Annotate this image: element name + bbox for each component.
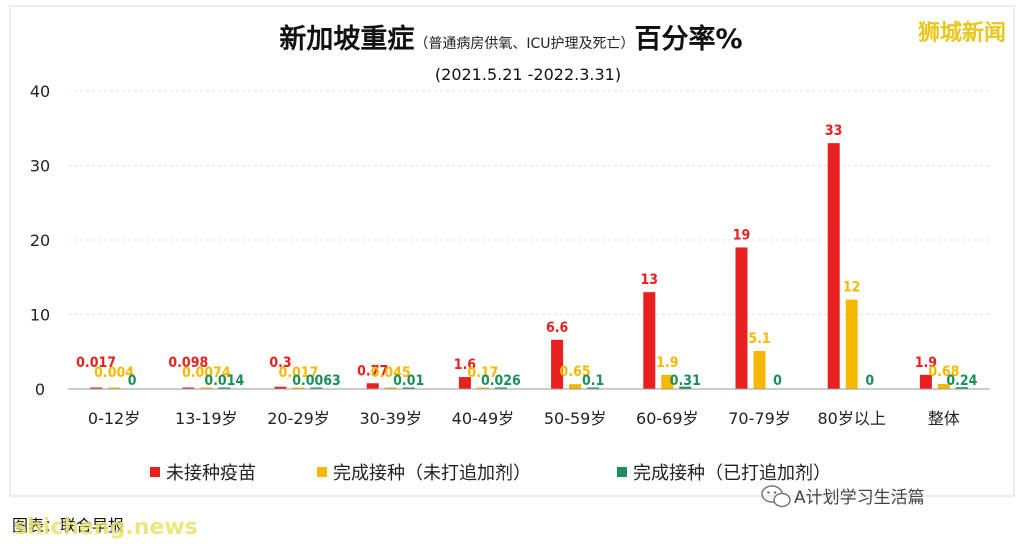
value-label: 0.1 bbox=[582, 373, 604, 389]
bar bbox=[366, 383, 379, 389]
bar bbox=[310, 387, 323, 389]
title-suffix: 百分率% bbox=[635, 23, 743, 55]
value-label: 19 bbox=[733, 227, 751, 243]
x-tick-label: 40-49岁 bbox=[452, 409, 515, 428]
bar bbox=[679, 386, 692, 389]
x-tick-label: 50-59岁 bbox=[544, 409, 607, 428]
y-tick-label: 0 bbox=[35, 380, 45, 399]
value-label: 33 bbox=[825, 123, 843, 139]
chart-title: 新加坡重症（普通病房供氧、ICU护理及死亡）百分率% bbox=[279, 23, 742, 55]
title-paren: （普通病房供氧、ICU护理及死亡） bbox=[414, 36, 634, 52]
value-label: 0.098 bbox=[168, 355, 208, 371]
value-label: 0.045 bbox=[371, 365, 411, 381]
wechat-icon bbox=[761, 485, 791, 508]
bar bbox=[551, 339, 564, 389]
x-tick-label: 60-69岁 bbox=[636, 409, 699, 428]
bar bbox=[569, 384, 582, 389]
bar bbox=[108, 387, 121, 389]
bar bbox=[218, 387, 231, 389]
x-tick-label: 80岁以上 bbox=[818, 409, 886, 428]
bar bbox=[753, 351, 766, 389]
chart-border bbox=[9, 5, 1015, 497]
x-axis: 0-12岁 13-19岁 20-29岁 30-39岁 40-49岁 50-59岁 60-69… bbox=[68, 388, 990, 428]
bar bbox=[955, 387, 968, 389]
y-tick-label: 10 bbox=[30, 306, 50, 325]
chart-source: 图表：联合早报 bbox=[12, 516, 124, 535]
value-label: 0.01 bbox=[393, 373, 424, 389]
value-label: 1.6 bbox=[454, 357, 477, 373]
value-label: 0 bbox=[865, 373, 874, 389]
value-label: 6.6 bbox=[546, 320, 569, 336]
bar bbox=[384, 387, 397, 389]
bars bbox=[90, 143, 968, 389]
value-label: 0.65 bbox=[560, 364, 591, 380]
wechat-attribution: A计划学习生活篇 bbox=[761, 485, 925, 508]
value-label: 0 bbox=[128, 373, 137, 389]
bar bbox=[919, 374, 932, 389]
bar bbox=[587, 387, 600, 389]
value-label: 1.9 bbox=[915, 355, 937, 371]
y-tick-label: 30 bbox=[30, 157, 50, 176]
bar bbox=[827, 143, 840, 389]
bar bbox=[274, 386, 287, 389]
legend-swatch-no-booster bbox=[317, 467, 327, 477]
bar bbox=[643, 292, 656, 389]
title-main: 新加坡重症 bbox=[279, 23, 414, 55]
value-label: 0.017 bbox=[279, 365, 319, 381]
x-tick-label: 70-79岁 bbox=[728, 409, 791, 428]
legend-label-unvaccinated: 未接种疫苗 bbox=[166, 463, 256, 484]
value-label: 0.0063 bbox=[292, 373, 341, 389]
bar bbox=[90, 387, 103, 389]
value-label: 0.31 bbox=[670, 373, 701, 389]
source-watermark: shicheng.news bbox=[14, 515, 198, 540]
legend: 未接种疫苗 完成接种（未打追加剂） 完成接种（已打追加剂） bbox=[150, 463, 831, 484]
bar bbox=[292, 387, 305, 389]
bar bbox=[494, 387, 507, 389]
value-label: 13 bbox=[641, 272, 659, 288]
value-label: 0.0074 bbox=[182, 365, 231, 381]
value-label: 0.77 bbox=[357, 363, 388, 379]
bar bbox=[458, 377, 471, 389]
y-tick-label: 20 bbox=[30, 231, 50, 250]
legend-swatch-booster bbox=[617, 467, 627, 477]
legend-label-booster: 完成接种（已打追加剂） bbox=[633, 463, 831, 484]
value-label: 0.68 bbox=[928, 364, 959, 380]
y-tick-label: 40 bbox=[30, 82, 50, 101]
bar bbox=[735, 247, 748, 389]
wechat-label: A计划学习生活篇 bbox=[794, 488, 925, 508]
value-labels: 0.0170.00400.0980.00740.0140.30.0170.006… bbox=[76, 123, 977, 389]
bar bbox=[845, 299, 858, 389]
x-tick-label: 13-19岁 bbox=[175, 409, 238, 428]
bar bbox=[476, 387, 489, 389]
x-tick-label: 30-39岁 bbox=[359, 409, 422, 428]
legend-label-no-booster: 完成接种（未打追加剂） bbox=[333, 463, 531, 484]
value-label: 0 bbox=[773, 373, 782, 389]
bar bbox=[937, 383, 950, 389]
x-tick-label: 整体 bbox=[928, 409, 960, 428]
value-label: 0.026 bbox=[481, 373, 521, 389]
value-label: 0.017 bbox=[76, 355, 116, 371]
value-label: 0.17 bbox=[467, 365, 498, 381]
bar bbox=[182, 387, 195, 389]
value-label: 0.24 bbox=[946, 373, 977, 389]
value-label: 0.3 bbox=[269, 355, 291, 371]
value-label: 0.014 bbox=[204, 373, 244, 389]
watermark-top: 狮城新闻 bbox=[918, 20, 1006, 46]
y-axis: 0 10 20 30 40 bbox=[30, 82, 50, 399]
chart-date-range: (2021.5.21 -2022.3.31) bbox=[435, 65, 621, 84]
bar bbox=[200, 387, 213, 389]
value-label: 12 bbox=[843, 280, 861, 296]
bar bbox=[402, 387, 415, 389]
value-label: 0.004 bbox=[94, 365, 134, 381]
value-label: 1.9 bbox=[656, 355, 678, 371]
bar bbox=[661, 374, 674, 389]
legend-swatch-unvaccinated bbox=[150, 467, 160, 477]
x-tick-label: 0-12岁 bbox=[88, 409, 140, 428]
x-tick-label: 20-29岁 bbox=[267, 409, 330, 428]
value-label: 5.1 bbox=[748, 331, 770, 347]
